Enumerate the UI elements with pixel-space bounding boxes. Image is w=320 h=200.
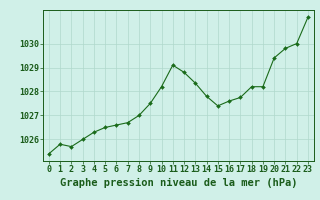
X-axis label: Graphe pression niveau de la mer (hPa): Graphe pression niveau de la mer (hPa) (60, 178, 297, 188)
